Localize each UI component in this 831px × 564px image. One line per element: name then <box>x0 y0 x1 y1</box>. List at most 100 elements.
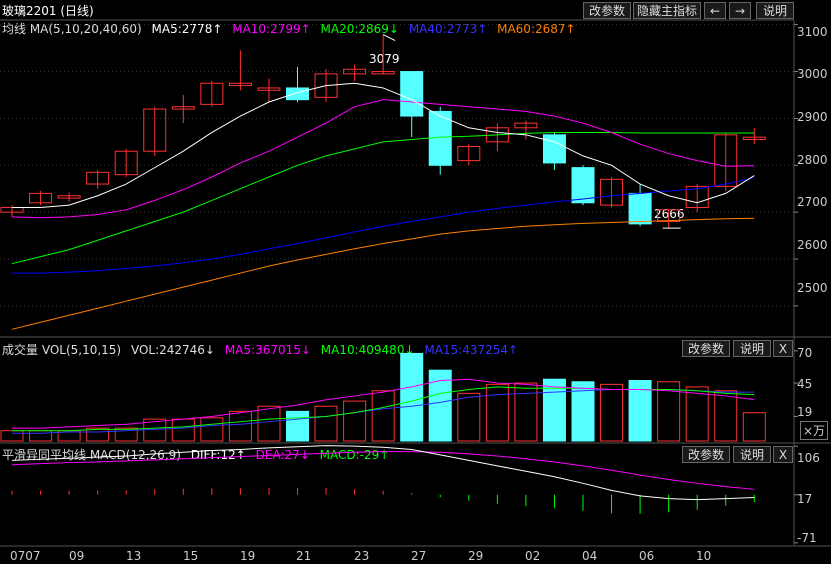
vol-unit-label: ×万 <box>800 421 829 440</box>
volume-bar <box>542 378 566 442</box>
candle-body <box>143 108 167 152</box>
candle-body <box>371 71 395 75</box>
ma40-line <box>12 177 755 274</box>
vol-close-button[interactable]: X <box>773 340 793 357</box>
y-tick: 2800 <box>797 153 828 167</box>
volume-bar <box>257 405 281 442</box>
x-tick: 15 <box>183 549 199 563</box>
y-tick: 3100 <box>797 25 828 39</box>
volume-bar <box>228 410 252 442</box>
next-arrow-button[interactable]: → <box>729 2 751 19</box>
volume-bar <box>571 381 595 442</box>
volume-bar <box>514 382 538 442</box>
ma-legend: 均线 MA(5,10,20,40,60) MA5:2778↑ MA10:2799… <box>2 20 582 37</box>
vol-y-tick: 70 <box>797 346 813 360</box>
vol-y-tick: 19 <box>797 405 813 419</box>
diff-line <box>11 445 755 501</box>
x-tick: 19 <box>240 549 256 563</box>
macd-legend: 平滑异同平均线 MACD(12,26,9) DIFF:12↑ DEA:27↓ M… <box>2 446 395 463</box>
volume-bar <box>371 390 395 442</box>
candle-body <box>57 195 81 199</box>
prev-arrow-button[interactable]: ← <box>704 2 726 19</box>
candle-body <box>400 71 424 117</box>
candle-body <box>685 185 709 208</box>
candle-body <box>257 87 281 91</box>
macd-y-tick: 106 <box>797 451 820 465</box>
candle-body <box>485 127 509 143</box>
candle-body <box>571 167 595 204</box>
dea-line <box>11 451 755 490</box>
macd-help-button[interactable]: 说明 <box>733 446 771 463</box>
ma40-value: MA40:2773↑ <box>408 22 488 36</box>
volume-bar <box>428 369 452 442</box>
x-tick: 27 <box>411 549 427 563</box>
volume-bar <box>742 412 766 442</box>
vol-ma15-value: MA15:437254↑ <box>424 343 519 357</box>
x-tick: 04 <box>582 549 598 563</box>
y-tick: 2600 <box>797 238 828 252</box>
candle-body <box>86 171 110 185</box>
x-tick: 10 <box>696 549 712 563</box>
macd-params-button[interactable]: 改参数 <box>682 446 730 463</box>
low-price-label: 2666 <box>654 207 685 221</box>
ma10-value: MA10:2799↑ <box>232 22 311 36</box>
y-tick: 2700 <box>797 195 828 209</box>
volume-bar <box>685 386 709 442</box>
volume-bar <box>200 417 224 442</box>
ma60-line <box>11 217 755 330</box>
ma5-value: MA5:2778↑ <box>151 22 223 36</box>
volume-bar <box>485 383 509 442</box>
vol-params-button[interactable]: 改参数 <box>682 340 730 357</box>
x-tick: 06 <box>639 549 655 563</box>
vol-ma5-value: MA5:367015↓ <box>224 343 311 357</box>
volume-bar <box>171 418 195 442</box>
high-marker <box>382 34 396 41</box>
volume-bar <box>628 379 652 442</box>
candle-body <box>742 136 766 141</box>
hide-indicator-button[interactable]: 隐藏主指标 <box>633 2 701 19</box>
ma20-line <box>11 131 755 265</box>
params-button[interactable]: 改参数 <box>583 2 631 19</box>
x-tick: 09 <box>69 549 85 563</box>
volume-bar <box>400 352 424 442</box>
chart-title: 玻璃2201 (日线) <box>2 4 94 18</box>
y-tick: 2500 <box>797 281 828 295</box>
volume-bar <box>314 405 338 442</box>
volume-bar <box>114 427 138 442</box>
volume-bar <box>343 400 367 442</box>
candle-body <box>714 134 738 187</box>
volume-bar <box>714 390 738 442</box>
candle-body <box>457 146 481 162</box>
y-tick: 3000 <box>797 67 828 81</box>
vol-help-button[interactable]: 说明 <box>733 340 771 357</box>
x-tick: 21 <box>296 549 312 563</box>
volume-legend: 成交量 VOL(5,10,15) VOL:242746↓ MA5:367015↓… <box>2 341 524 358</box>
y-tick: 2900 <box>797 110 828 124</box>
candle-body <box>514 122 538 129</box>
candle-body <box>343 68 367 75</box>
volume-bar <box>657 381 681 442</box>
volume-bar <box>86 427 110 442</box>
candle-body <box>171 106 195 110</box>
volume-bar <box>0 430 24 442</box>
candle-body <box>314 73 338 98</box>
x-tick: 23 <box>354 549 370 563</box>
help-button[interactable]: 说明 <box>756 2 794 19</box>
volume-bar <box>29 430 53 442</box>
candle-body <box>29 192 53 204</box>
candle-body <box>657 209 681 223</box>
ma20-value: MA20:2869↓ <box>320 22 399 36</box>
ma10-line <box>11 99 755 219</box>
volume-bar <box>457 392 481 442</box>
vol-value: VOL:242746↓ <box>130 343 215 357</box>
high-price-label: 3079 <box>369 52 400 66</box>
candle-body <box>114 150 138 176</box>
vol-y-tick: 45 <box>797 377 813 391</box>
macd-close-button[interactable]: X <box>773 446 793 463</box>
macd-y-tick: 17 <box>797 492 813 506</box>
ma60-value: MA60:2687↑ <box>497 22 576 36</box>
candle-body <box>542 134 566 164</box>
diff-value: DIFF:12↑ <box>190 448 246 462</box>
vol-legend-name: 成交量 VOL(5,10,15) <box>2 343 122 357</box>
